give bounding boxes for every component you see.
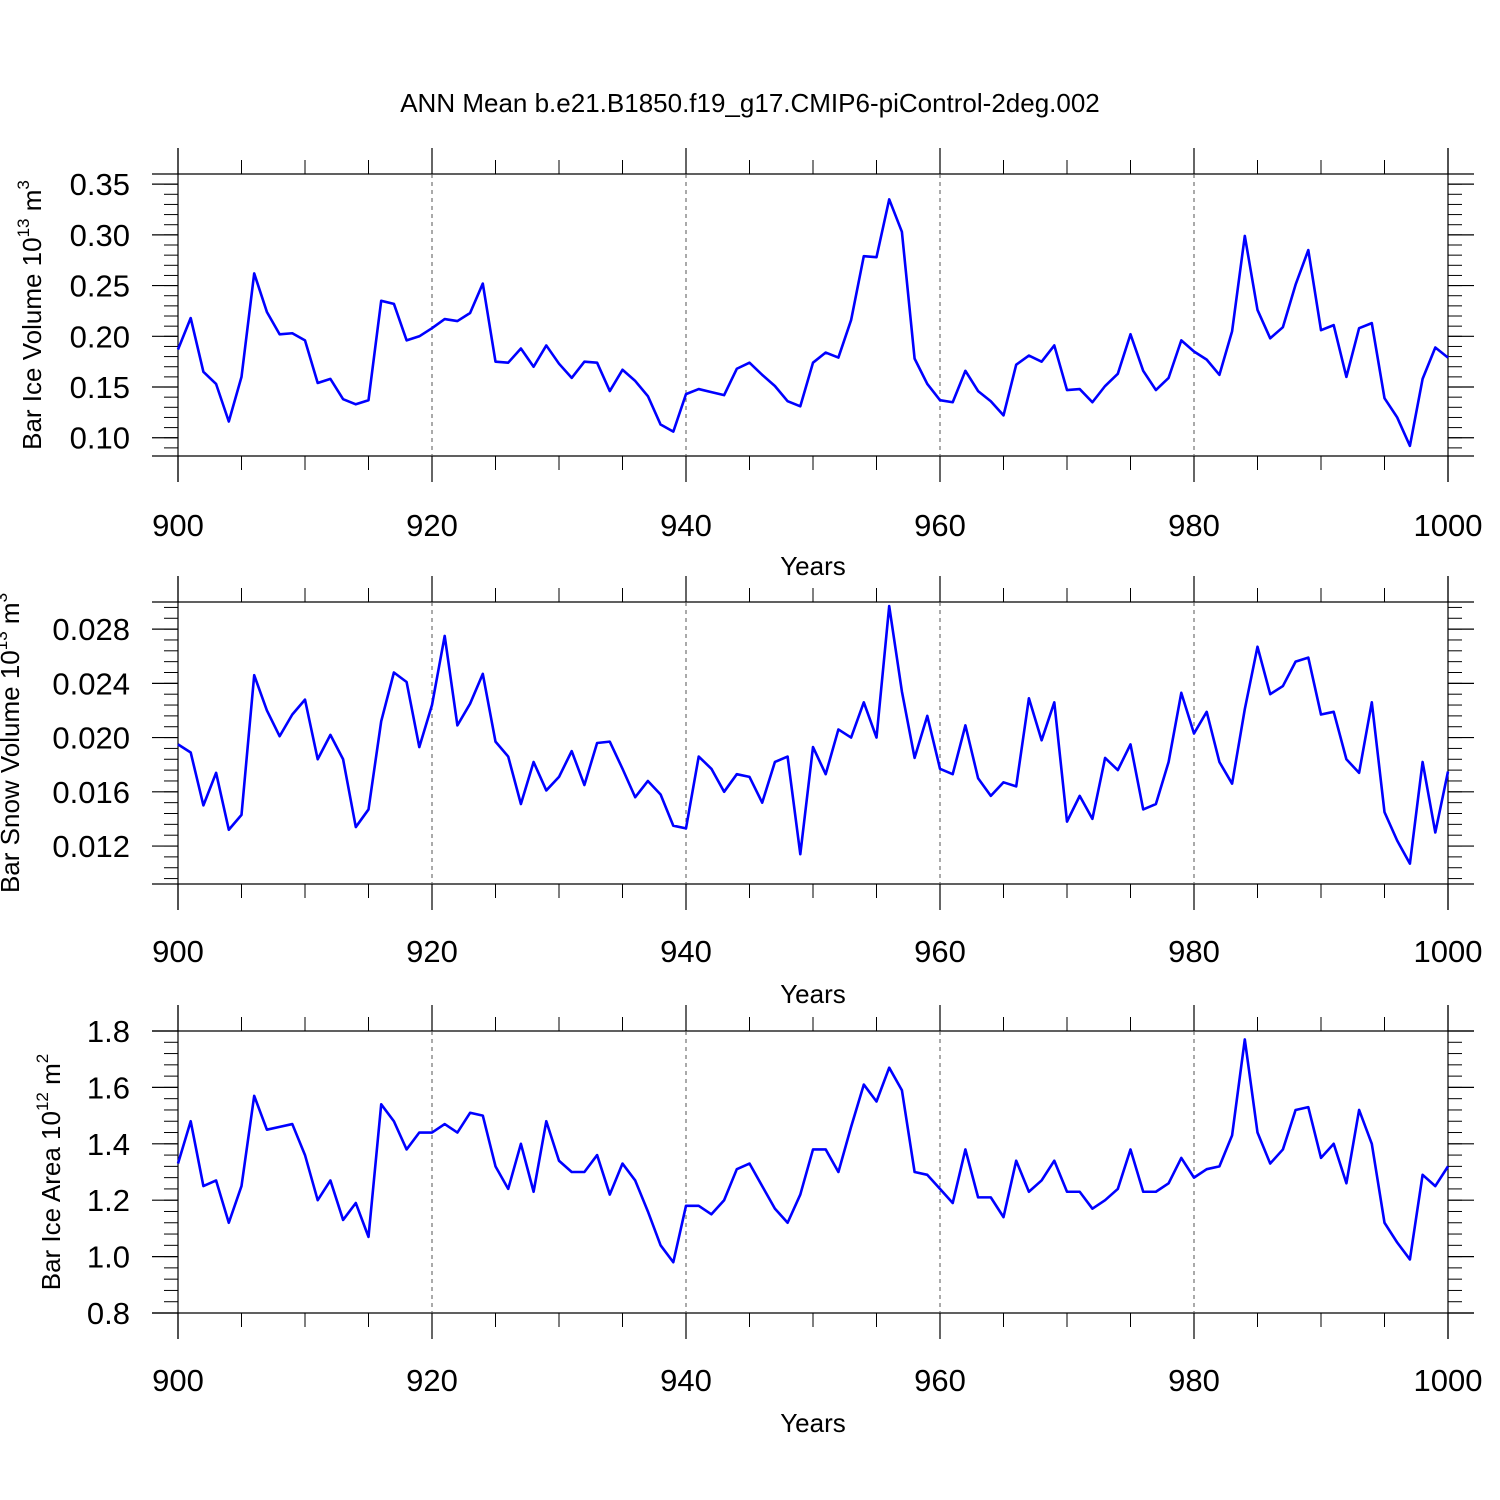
y-tick-label: 0.25 (70, 269, 130, 304)
x-tick-label: 1000 (1414, 508, 1483, 543)
x-tick-label: 940 (660, 934, 712, 969)
x-tick-label: 980 (1168, 934, 1220, 969)
y-tick-label: 0.028 (52, 612, 130, 647)
x-tick-label: 900 (152, 508, 204, 543)
y-tick-label: 1.8 (87, 1014, 130, 1049)
x-tick-label: 940 (660, 1363, 712, 1398)
y-tick-label: 0.020 (52, 721, 130, 756)
y-tick-label: 0.20 (70, 319, 130, 354)
series-line (176, 198, 1449, 448)
x-tick-label: 920 (406, 934, 458, 969)
y-tick-label: 1.2 (87, 1183, 130, 1218)
y-tick-label: 0.15 (70, 370, 130, 405)
y-tick-label: 0.30 (70, 218, 130, 253)
x-tick-label: 960 (914, 1363, 966, 1398)
y-tick-label: 0.8 (87, 1296, 130, 1331)
y-tick-label: 0.35 (70, 167, 130, 202)
y-axis-title: Bar Ice Area 1012 m2 (33, 1054, 66, 1291)
panel-2: 900 920 940 960 980 1000 0.012 0.016 0.020 0.024 0… (0, 576, 1482, 1009)
x-axis-title: Years (780, 979, 846, 1009)
x-tick-label: 900 (152, 1363, 204, 1398)
x-tick-label: 1000 (1414, 1363, 1483, 1398)
y-tick-label: 0.012 (52, 829, 130, 864)
series-line (177, 604, 1450, 865)
y-tick-label: 1.4 (87, 1127, 130, 1162)
x-tick-label: 1000 (1414, 934, 1483, 969)
y-axis-title: Bar Ice Volume 1013 m3 (14, 180, 47, 450)
y-tick-label: 1.0 (87, 1240, 130, 1275)
x-axis-title: Years (780, 551, 846, 581)
x-tick-label: 920 (406, 1363, 458, 1398)
panel-3: 900 920 940 960 980 1000 0.8 1.0 1.2 1.4 1.6 1.8 Yea… (33, 1005, 1482, 1438)
y-tick-label: 0.10 (70, 421, 130, 456)
x-tick-label: 900 (152, 934, 204, 969)
y-axis-title: Bar Snow Volume 1013 m3 (0, 593, 25, 893)
y-tick-label: 0.016 (52, 775, 130, 810)
x-tick-label: 960 (914, 934, 966, 969)
x-tick-label: 940 (660, 508, 712, 543)
x-axis-title: Years (780, 1408, 846, 1438)
chart-panels: 900 920 940 960 980 1000 0.10 0.15 0.20 0.25 0.30 0… (0, 148, 1482, 1438)
y-tick-label: 1.6 (87, 1070, 130, 1105)
y-tick-label: 0.024 (52, 666, 130, 701)
panel-1: 900 920 940 960 980 1000 0.10 0.15 0.20 0.25 0.30 0… (14, 148, 1482, 581)
x-tick-label: 960 (914, 508, 966, 543)
series-line (176, 1038, 1450, 1264)
x-tick-label: 980 (1168, 508, 1220, 543)
chart-title: ANN Mean b.e21.B1850.f19_g17.CMIP6-piCon… (400, 88, 1100, 118)
x-tick-label: 980 (1168, 1363, 1220, 1398)
x-tick-label: 920 (406, 508, 458, 543)
